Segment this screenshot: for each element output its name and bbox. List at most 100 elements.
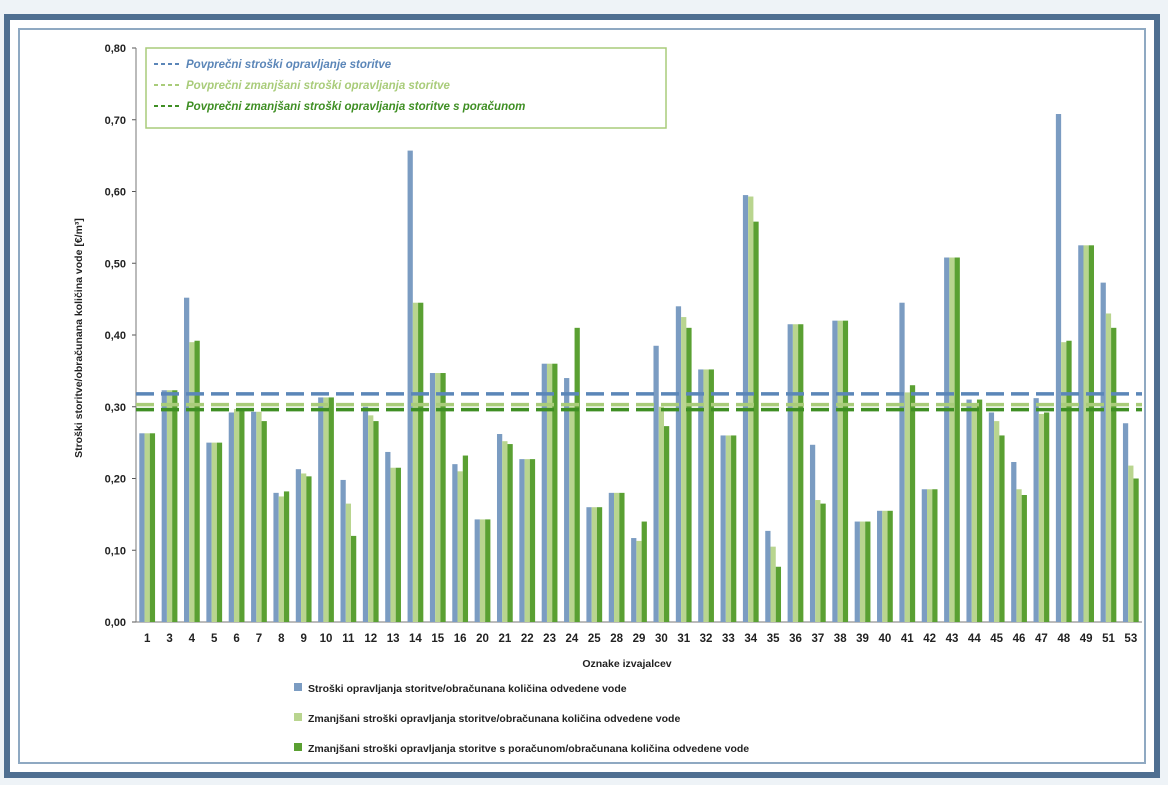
bar-47-series-1	[1033, 398, 1039, 622]
x-tick-label: 44	[968, 633, 981, 645]
bar-32-series-2	[703, 369, 709, 622]
bar-45-series-3	[999, 435, 1005, 622]
bar-16-series-3	[462, 455, 469, 622]
bar-7-series-1	[251, 411, 257, 622]
bar-13-series-2	[390, 467, 396, 622]
bar-51-series-2	[1105, 313, 1112, 622]
bar-48-series-3	[1066, 340, 1072, 622]
bar-39-series-1	[854, 521, 860, 622]
bar-12-series-2	[368, 415, 374, 622]
bar-39-series-3	[865, 521, 871, 622]
y-tick-label: 0,50	[105, 258, 126, 270]
bar-42-series-2	[926, 489, 933, 622]
x-tick-label: 51	[1102, 633, 1115, 645]
bar-1-series-3	[149, 433, 156, 622]
bar-9-series-3	[306, 476, 312, 622]
bar-33-series-2	[725, 435, 732, 622]
x-tick-label: 11	[342, 633, 355, 645]
x-tick-label: 35	[767, 633, 780, 645]
average-legend-label: Povprečni zmanjšani stroški opravljanja …	[186, 101, 525, 113]
x-tick-label: 6	[233, 633, 239, 645]
bar-28-series-2	[614, 492, 620, 622]
bar-10-series-3	[328, 397, 334, 622]
x-tick-label: 28	[610, 633, 623, 645]
x-tick-label: 1	[144, 633, 151, 645]
x-tick-label: 33	[722, 633, 735, 645]
bar-35-series-3	[775, 566, 782, 622]
x-tick-label: 43	[946, 633, 959, 645]
bar-20-series-1	[474, 519, 480, 622]
bar-38-series-2	[837, 320, 843, 622]
bar-6-series-3	[239, 408, 245, 622]
bar-7-series-3	[261, 421, 267, 622]
bar-8-series-1	[273, 492, 279, 622]
x-tick-label: 29	[633, 633, 646, 645]
bar-46-series-3	[1021, 495, 1027, 622]
x-tick-label: 32	[700, 633, 713, 645]
bar-43-series-1	[944, 257, 950, 622]
bar-31-series-2	[681, 317, 687, 622]
bar-3-series-3	[172, 390, 178, 622]
bar-11-series-2	[345, 503, 352, 622]
bar-24-series-1	[564, 378, 570, 622]
bar-30-series-3	[663, 426, 670, 622]
bar-23-series-1	[541, 363, 547, 622]
x-tick-label: 36	[789, 633, 802, 645]
bar-10-series-2	[323, 397, 329, 622]
bar-49-series-3	[1088, 245, 1094, 622]
bar-21-series-3	[507, 444, 513, 622]
bar-47-series-2	[1038, 413, 1045, 622]
bar-10-series-1	[318, 397, 324, 622]
x-tick-label: 30	[655, 633, 668, 645]
bar-36-series-2	[792, 324, 799, 622]
bar-44-series-2	[971, 403, 977, 622]
x-tick-label: 49	[1080, 633, 1093, 645]
bar-9-series-2	[301, 473, 307, 622]
bar-4-series-2	[189, 342, 195, 622]
bar-44-series-1	[966, 399, 972, 622]
bar-13-series-1	[385, 451, 391, 622]
x-tick-label: 24	[566, 633, 579, 645]
y-tick-label: 0,40	[105, 330, 126, 342]
x-tick-label: 14	[409, 633, 422, 645]
series-legend-swatch	[294, 713, 302, 721]
bar-45-series-1	[988, 412, 995, 622]
bar-6-series-2	[233, 408, 240, 622]
bar-5-series-3	[216, 442, 223, 622]
bar-48-series-1	[1055, 114, 1062, 622]
bar-42-series-3	[932, 489, 938, 622]
bar-28-series-3	[619, 492, 625, 622]
bar-1-series-2	[144, 433, 150, 622]
bar-20-series-2	[479, 519, 486, 622]
bar-7-series-2	[256, 411, 262, 622]
x-tick-label: 34	[744, 633, 757, 645]
bar-53-series-1	[1122, 423, 1129, 622]
bar-49-series-1	[1078, 245, 1084, 622]
chart-inner-border	[18, 28, 1146, 764]
x-tick-label: 40	[879, 633, 892, 645]
x-tick-label: 45	[990, 633, 1003, 645]
bar-33-series-1	[720, 435, 726, 622]
bar-30-series-1	[653, 345, 659, 622]
x-tick-label: 9	[300, 633, 306, 645]
bar-22-series-2	[524, 459, 530, 622]
bar-43-series-2	[949, 257, 955, 622]
average-legend-label: Povprečni stroški opravljanje storitve	[186, 59, 392, 71]
bar-25-series-3	[596, 507, 603, 622]
bar-40-series-3	[887, 510, 893, 622]
x-tick-label: 42	[923, 633, 936, 645]
bar-22-series-1	[519, 459, 525, 622]
bar-29-series-2	[636, 540, 642, 622]
bar-41-series-1	[899, 302, 905, 622]
bar-4-series-3	[194, 340, 200, 622]
x-tick-label: 3	[166, 633, 172, 645]
bar-51-series-1	[1100, 282, 1106, 622]
bar-21-series-1	[496, 434, 503, 622]
bar-29-series-1	[631, 538, 637, 622]
bar-39-series-2	[859, 521, 866, 622]
x-tick-label: 21	[498, 633, 511, 645]
x-tick-label: 16	[454, 633, 467, 645]
bar-37-series-2	[815, 500, 821, 622]
x-tick-label: 48	[1057, 633, 1070, 645]
